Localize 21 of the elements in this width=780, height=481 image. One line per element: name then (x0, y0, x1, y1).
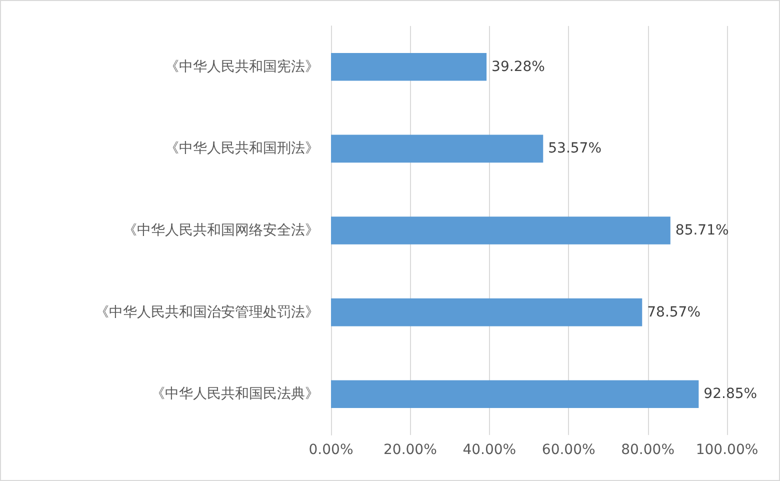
y-tick-label: 《中华人民共和国网络安全法》 (123, 222, 319, 238)
x-tick-label: 100.00% (696, 442, 758, 458)
bar (331, 52, 487, 81)
bar (331, 298, 642, 326)
x-tick-label: 60.00% (542, 442, 596, 458)
data-label: 53.57% (548, 140, 602, 157)
bar (331, 380, 699, 408)
data-label: 85.71% (675, 222, 729, 238)
data-label: 39.28% (492, 58, 545, 75)
y-tick-label: 《中华人民共和国刑法》 (165, 140, 319, 157)
y-tick-label: 《中华人民共和国治安管理处罚法》 (95, 304, 319, 320)
x-tick-label: 0.00% (308, 442, 354, 458)
x-tick-label: 80.00% (621, 442, 674, 458)
data-label: 92.85% (704, 386, 758, 402)
x-tick-label: 20.00% (384, 442, 437, 458)
x-tick-label: 40.00% (462, 442, 516, 458)
y-tick-label: 《中华人民共和国民法典》 (151, 386, 319, 402)
bar (331, 216, 670, 244)
data-label: 78.57% (647, 304, 701, 320)
y-tick-label: 《中华人民共和国宪法》 (165, 58, 319, 75)
bar (331, 134, 544, 163)
